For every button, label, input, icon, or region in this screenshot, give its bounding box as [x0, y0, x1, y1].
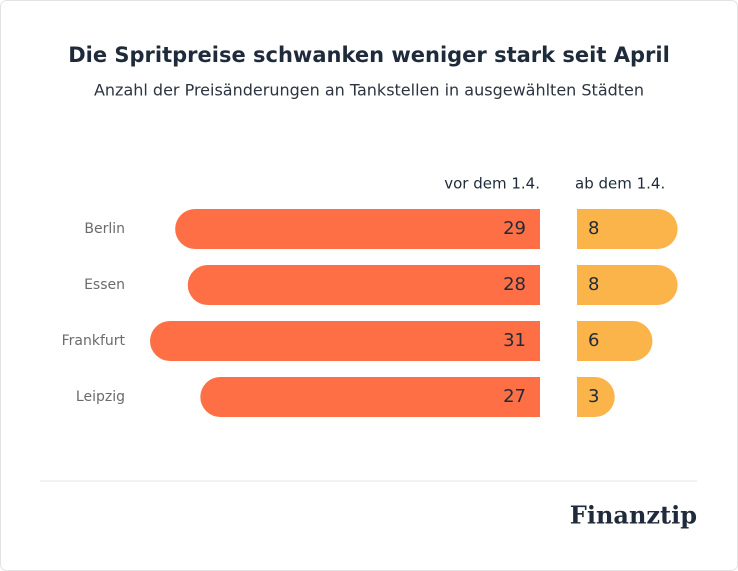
bar: [577, 377, 615, 417]
category-label: Essen: [84, 277, 125, 293]
category-label: Berlin: [84, 221, 125, 237]
bar: [187, 265, 540, 305]
bar: [175, 209, 540, 249]
series-header: vor dem 1.4.: [444, 175, 540, 193]
value-label: 8: [588, 218, 599, 239]
bar: [577, 265, 678, 305]
bar: [150, 321, 540, 361]
series-header: ab dem 1.4.: [575, 175, 665, 193]
category-label: Leipzig: [76, 389, 125, 405]
value-label: 29: [503, 218, 526, 239]
value-label: 31: [503, 330, 526, 351]
value-label: 8: [588, 274, 599, 295]
value-label: 28: [503, 274, 526, 295]
value-label: 6: [588, 330, 599, 351]
bar: [577, 321, 653, 362]
value-label: 27: [503, 386, 526, 407]
brand: Finanztip: [570, 501, 697, 530]
value-label: 3: [588, 386, 599, 407]
bar: [577, 209, 678, 249]
category-label: Frankfurt: [62, 333, 126, 349]
chart-subtitle: Anzahl der Preisänderungen an Tankstelle…: [94, 81, 644, 100]
bar: [200, 377, 541, 417]
chart-title: Die Spritpreise schwanken weniger stark …: [68, 43, 670, 67]
